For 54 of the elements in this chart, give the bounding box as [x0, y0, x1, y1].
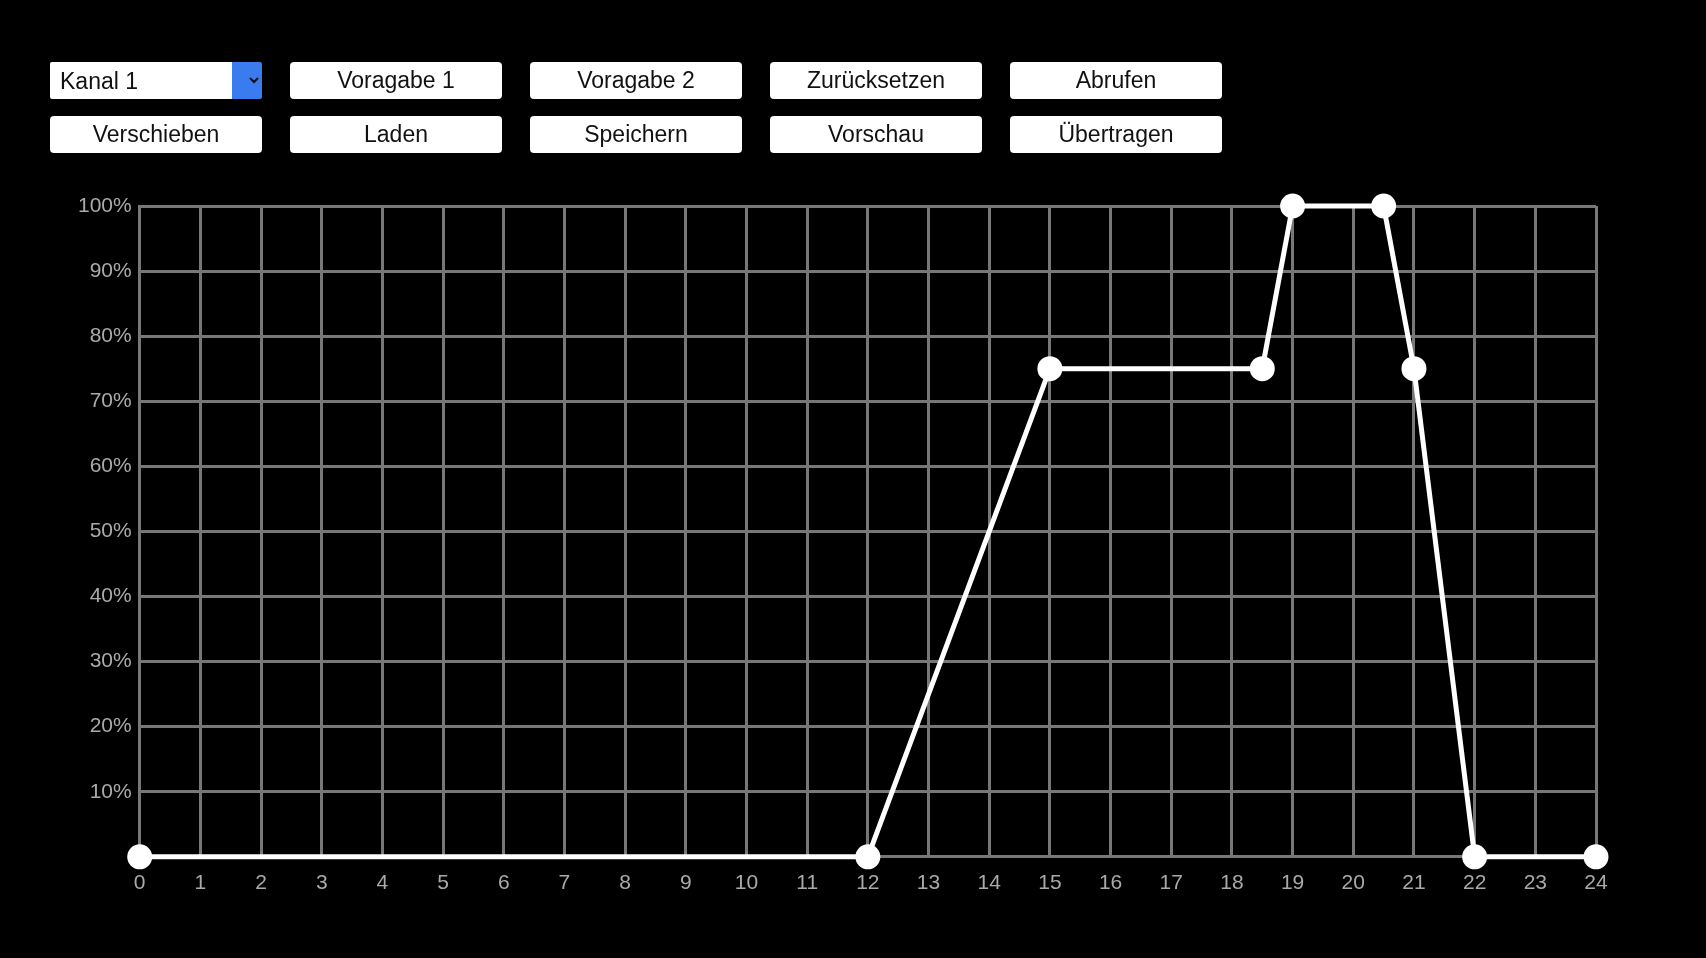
text: Vorschau: [770, 116, 982, 153]
y-tick-label: 90%: [89, 257, 132, 281]
y-tick-label: 80%: [89, 322, 132, 346]
point: [1037, 356, 1063, 382]
x-tick-label: 1: [194, 870, 207, 894]
text: Zurücksetzen: [770, 62, 982, 99]
x-tick-label: 12: [856, 870, 880, 894]
y-tick-label: 50%: [89, 518, 132, 542]
text: Voragabe 1: [290, 62, 502, 99]
x-tick-label: 8: [619, 870, 631, 894]
y-tick-label: 30%: [89, 648, 132, 672]
x-tick-label: 13: [916, 870, 941, 894]
x-tick-label: 11: [796, 870, 819, 894]
x-tick-label: 23: [1523, 870, 1547, 894]
x-tick-label: 14: [977, 870, 1002, 894]
x-tick-label: 19: [1280, 870, 1305, 894]
y-tick-label: 100%: [77, 192, 132, 216]
x-tick-label: 21: [1402, 870, 1426, 894]
y-tick-label: 10%: [89, 778, 132, 802]
x-tick-label: 15: [1038, 870, 1062, 894]
x-tick-label: 6: [497, 870, 510, 894]
text: Übertragen: [1010, 116, 1222, 153]
point: [1249, 356, 1275, 382]
x-tick-label: 20: [1341, 870, 1365, 894]
point: [1401, 356, 1427, 382]
text: Speichern: [530, 116, 742, 153]
point: [1583, 844, 1609, 870]
x-tick-label: 4: [376, 870, 389, 894]
x-tick-label: 17: [1159, 870, 1183, 894]
text: Voragabe 2: [530, 62, 742, 99]
point: [1462, 844, 1488, 870]
text: Verschieben: [50, 116, 262, 153]
point: [855, 844, 881, 870]
x-tick-label: 7: [558, 870, 571, 894]
text: Abrufen: [1010, 62, 1222, 99]
y-tick-label: 20%: [89, 713, 132, 737]
x-tick-label: 0: [133, 870, 146, 894]
x-tick-label: 16: [1098, 870, 1123, 894]
text: Kanal 1: [50, 62, 262, 99]
x-tick-label: 10: [734, 870, 759, 894]
x-tick-label: 9: [679, 870, 692, 894]
x-tick-label: 18: [1220, 870, 1244, 894]
x-tick-label: 3: [315, 870, 328, 894]
x-tick-label: 2: [255, 870, 267, 894]
y-tick-label: 70%: [89, 388, 132, 412]
point: [1371, 193, 1397, 219]
text: Laden: [290, 116, 502, 153]
y-tick-label: 60%: [89, 453, 132, 477]
x-tick-label: 5: [437, 870, 449, 894]
x-tick-label: 22: [1462, 870, 1487, 894]
point: [1280, 193, 1306, 219]
y-tick-label: 40%: [89, 583, 132, 607]
x-tick-label: 24: [1584, 870, 1608, 894]
point: [127, 844, 153, 870]
